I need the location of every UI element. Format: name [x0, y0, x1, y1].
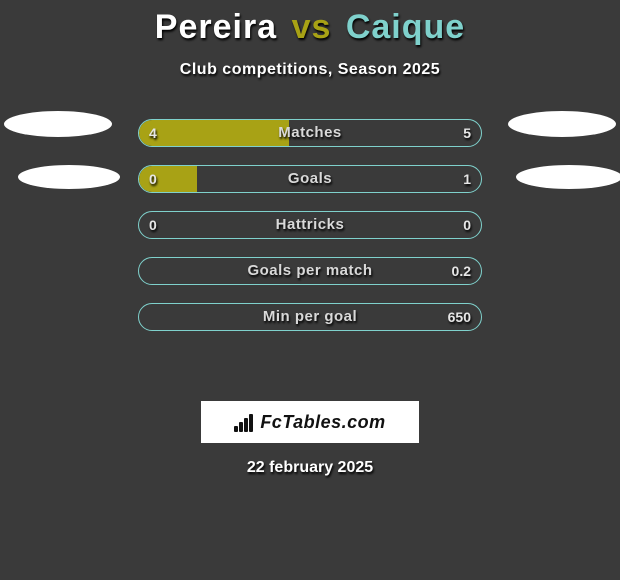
- player1-photo-placeholder-1: [4, 111, 112, 137]
- stat-value-left: 0: [149, 212, 157, 238]
- comparison-chart: Matches45Goals01Hattricks00Goals per mat…: [0, 119, 620, 379]
- stat-value-left: 0: [149, 166, 157, 192]
- stat-value-right: 5: [463, 120, 471, 146]
- subtitle: Club competitions, Season 2025: [0, 61, 620, 79]
- stat-label: Hattricks: [139, 212, 481, 238]
- player2-photo-placeholder-1: [508, 111, 616, 137]
- page-title: Pereira vs Caique: [0, 0, 620, 47]
- player2-photo-column: [500, 111, 620, 189]
- stat-label: Matches: [139, 120, 481, 146]
- player1-name: Pereira: [155, 8, 277, 46]
- player2-photo-placeholder-2: [516, 165, 620, 189]
- stat-value-right: 650: [448, 304, 471, 330]
- stat-value-right: 0.2: [452, 258, 471, 284]
- stat-label: Goals: [139, 166, 481, 192]
- vs-text: vs: [292, 8, 332, 46]
- player1-photo-placeholder-2: [18, 165, 120, 189]
- logo-bars-icon: [234, 412, 256, 432]
- stat-label: Goals per match: [139, 258, 481, 284]
- stat-row: Goals0 1: [138, 165, 482, 193]
- footer-date: 22 february 2025: [0, 459, 620, 477]
- player1-photo-column: [0, 111, 120, 189]
- stat-row: Matches4 5: [138, 119, 482, 147]
- stat-value-left: 4: [149, 120, 157, 146]
- stat-row: Goals per match0.2: [138, 257, 482, 285]
- stat-value-right: 1: [463, 166, 471, 192]
- comparison-infographic: Pereira vs Caique Club competitions, Sea…: [0, 0, 620, 580]
- stat-row: Hattricks0 0: [138, 211, 482, 239]
- stat-label: Min per goal: [139, 304, 481, 330]
- footer-logo: FcTables.com: [201, 401, 419, 443]
- player2-name: Caique: [346, 8, 465, 46]
- stat-value-right: 0: [463, 212, 471, 238]
- bars-container: Matches45Goals01Hattricks00Goals per mat…: [138, 119, 482, 349]
- stat-row: Min per goal650: [138, 303, 482, 331]
- footer-logo-text: FcTables.com: [260, 412, 385, 433]
